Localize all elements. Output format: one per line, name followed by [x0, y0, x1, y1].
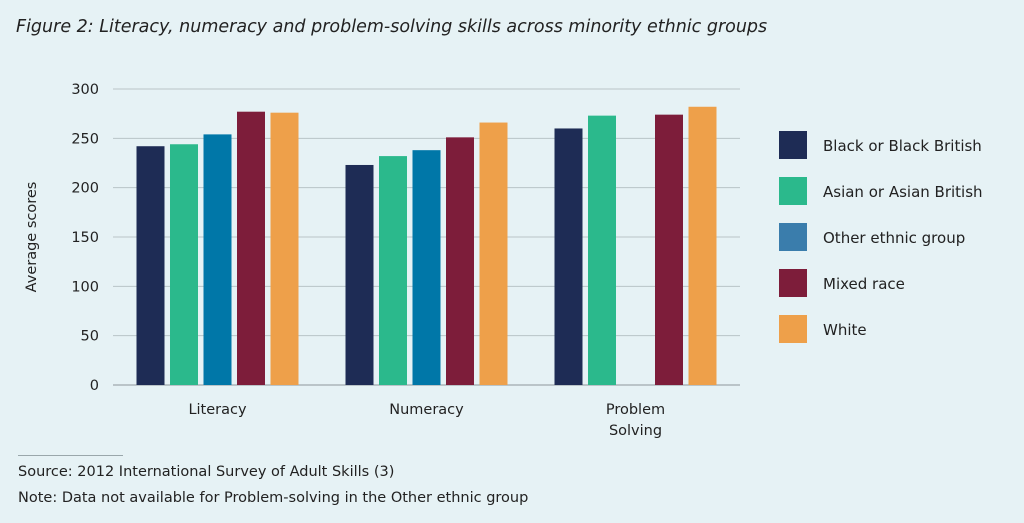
bar [345, 164, 374, 385]
bar [655, 114, 683, 386]
x-tick-label: Numeracy [389, 402, 464, 418]
x-tick-label: Literacy [188, 402, 247, 418]
source-note: Source: 2012 International Survey of Adu… [18, 464, 395, 480]
y-tick-label: 200 [71, 181, 99, 197]
legend-label: Mixed race [823, 275, 905, 293]
bar [136, 146, 165, 385]
bar [588, 115, 616, 385]
bar [554, 128, 583, 385]
bar [479, 122, 508, 386]
bar [237, 111, 265, 386]
legend-label: White [823, 321, 867, 339]
bar [379, 156, 407, 385]
legend-swatch [779, 315, 807, 343]
source-divider [18, 455, 123, 456]
legend-swatch [779, 223, 807, 251]
y-tick-label: 150 [71, 230, 99, 246]
legend-swatch [779, 177, 807, 205]
x-tick-label: Solving [609, 423, 662, 439]
bar [270, 112, 299, 386]
y-tick-label: 50 [81, 329, 99, 345]
bar [203, 134, 232, 385]
bar [446, 137, 474, 385]
legend-label: Other ethnic group [823, 229, 965, 247]
bar [170, 144, 198, 385]
legend-swatch [779, 131, 807, 159]
x-tick-label: Problem [606, 402, 665, 418]
y-tick-label: 0 [90, 378, 99, 394]
legend-label: Black or Black British [823, 137, 982, 155]
figure-title: Figure 2: Literacy, numeracy and problem… [16, 17, 768, 37]
legend-swatch [779, 269, 807, 297]
legend-label: Asian or Asian British [823, 183, 983, 201]
bar [688, 106, 717, 385]
bar [412, 150, 441, 385]
y-tick-label: 250 [71, 131, 99, 147]
y-tick-label: 300 [71, 82, 99, 98]
y-axis-label: Average scores [24, 182, 40, 293]
data-note: Note: Data not available for Problem-sol… [18, 490, 529, 506]
y-tick-label: 100 [71, 279, 99, 295]
